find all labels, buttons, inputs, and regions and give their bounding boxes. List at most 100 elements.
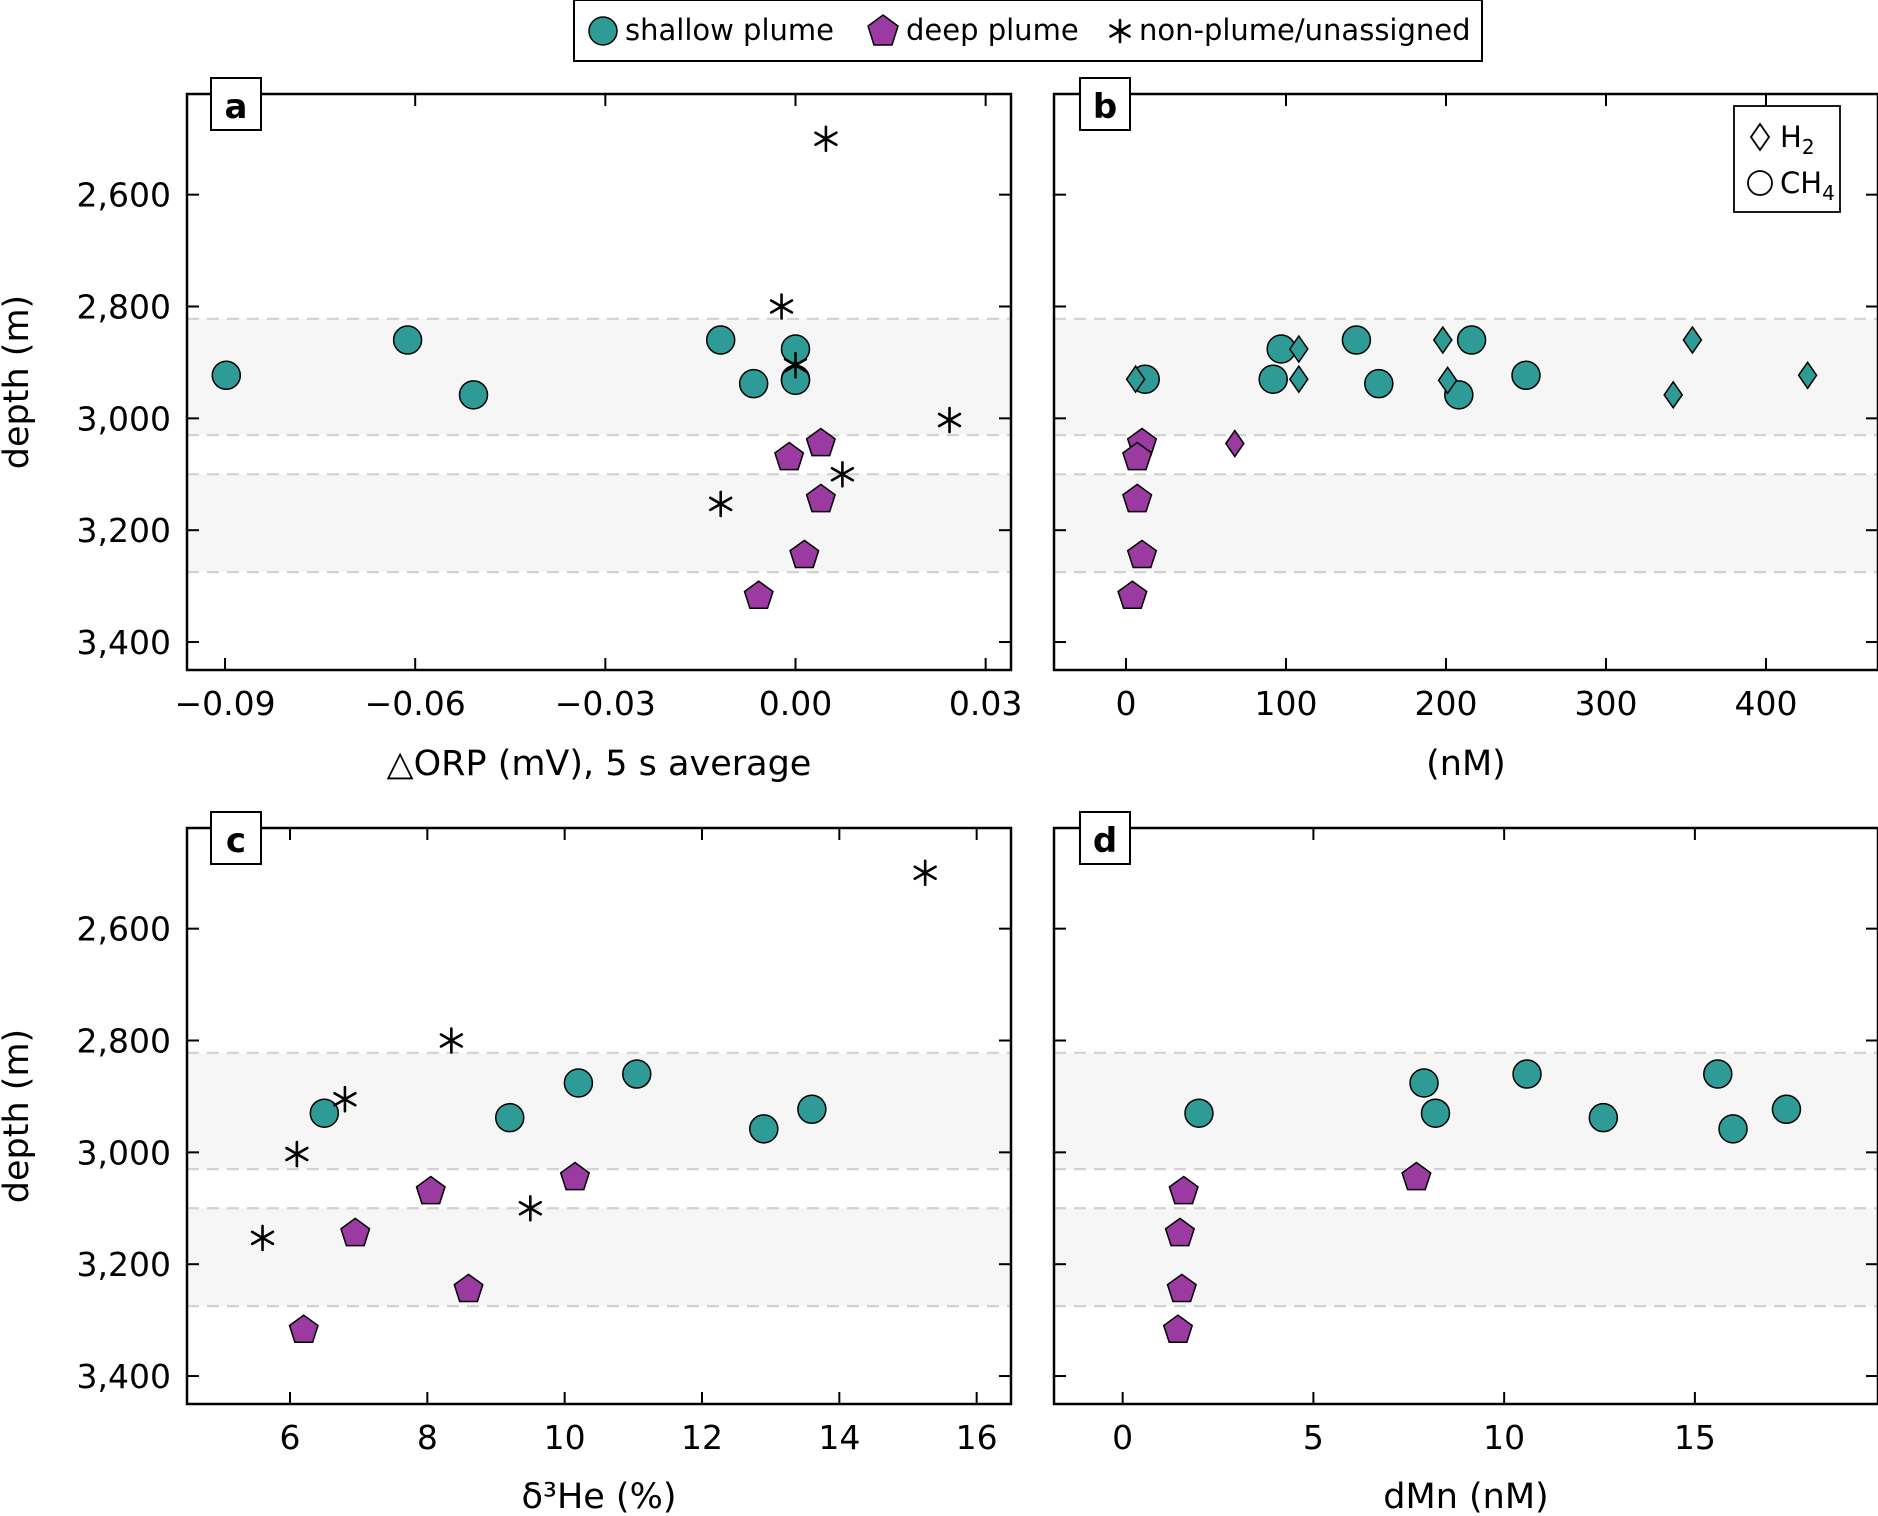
y-tick-label: 3,000 <box>77 399 171 438</box>
panel-c-ylabel: depth (m) <box>0 1029 37 1203</box>
point-non-plume-unassigned <box>285 1140 309 1168</box>
x-tick-label: 0 <box>1116 684 1137 723</box>
x-tick-label: −0.09 <box>174 684 275 723</box>
legend-label-deep-plume: deep plume <box>906 13 1079 47</box>
panel-b-points <box>1117 325 1818 610</box>
point-shallow-plume <box>563 1068 594 1098</box>
point-deep-plume <box>415 1175 446 1205</box>
x-tick-label: 14 <box>818 1418 860 1457</box>
point-deep-plume <box>743 580 774 610</box>
x-tick-label: −0.06 <box>365 684 466 723</box>
point-deep-plume <box>559 1161 591 1191</box>
point-non-plume-unassigned <box>783 351 808 379</box>
panel-c-xlabel: δ³He (%) <box>522 1477 677 1516</box>
x-tick-label: 5 <box>1303 1418 1324 1457</box>
point-deep-plume <box>340 1217 371 1247</box>
point-shallow-plume-ch4 <box>1364 368 1394 399</box>
point-deep-plume-ch4 <box>1126 539 1158 569</box>
legend-label-shallow-plume: shallow plume <box>625 13 834 47</box>
panel-b-marker-legend-frame <box>1733 105 1841 213</box>
legend: shallow plume deep plume non-plume/unass… <box>573 0 1483 62</box>
point-shallow-plume <box>1718 1114 1748 1144</box>
point-shallow-plume <box>211 360 242 391</box>
point-deep-plume <box>1401 1161 1432 1191</box>
y-tick-label: 2,800 <box>77 1022 171 1061</box>
point-shallow-plume <box>1184 1098 1214 1128</box>
panel-a-points <box>211 125 962 610</box>
point-shallow-plume <box>1409 1068 1439 1098</box>
legend-marker-non-plume <box>1109 18 1131 44</box>
x-tick-label: 0 <box>1112 1418 1133 1457</box>
panel-b-letter: b <box>1093 87 1117 127</box>
panel-c-letter-box <box>210 811 262 865</box>
point-deep-plume <box>453 1273 484 1303</box>
plume-band-1 <box>187 474 1011 573</box>
legend-label-non-plume: non-plume/unassigned <box>1139 13 1471 47</box>
panel-c-bands <box>187 1051 1011 1308</box>
point-shallow-plume-h2 <box>1437 366 1458 395</box>
panel-d-bands <box>1054 1051 1878 1308</box>
panel-c: 6 8 10 12 14 16 2,600 2,800 3,000 3,200 3,400 c δ³… <box>0 811 1013 1516</box>
panel-b: 0 100 200 300 400 b (nM) H2 CH4 <box>1052 77 1878 784</box>
legend-frame <box>573 0 1483 62</box>
panel-c-ticks: 6 8 10 12 14 16 2,600 2,800 3,000 3,200 3,400 <box>77 828 1011 1457</box>
x-tick-label: 8 <box>417 1418 438 1457</box>
x-tick-label: 12 <box>681 1418 723 1457</box>
panel-b-frame <box>1052 92 1878 672</box>
x-tick-label: 200 <box>1415 684 1478 723</box>
panel-d-points <box>1162 1059 1802 1344</box>
point-shallow-plume-h2 <box>1797 360 1818 390</box>
panel-b-xlabel: (nM) <box>1426 744 1506 784</box>
x-tick-label: 16 <box>956 1418 998 1457</box>
point-shallow-plume <box>458 380 489 410</box>
plume-band-1 <box>187 1208 1011 1307</box>
panel-a-ticks: −0.09 −0.06 −0.03 0.00 0.03 2,600 2,800 3,000 3,… <box>77 94 1022 723</box>
point-shallow-plume <box>749 1114 779 1144</box>
x-tick-label: 10 <box>1483 1418 1525 1457</box>
point-deep-plume <box>288 1314 319 1344</box>
y-tick-label: 3,400 <box>77 1357 171 1396</box>
point-deep-plume-ch4 <box>1122 441 1153 471</box>
point-shallow-plume <box>1588 1102 1619 1133</box>
point-non-plume-unassigned <box>333 1085 357 1113</box>
point-shallow-plume-ch4 <box>1258 364 1288 394</box>
y-tick-label: 2,600 <box>77 176 171 215</box>
panel-d-frame <box>1052 826 1878 1406</box>
point-deep-plume <box>774 441 805 471</box>
panel-a-frame <box>185 92 1013 672</box>
x-tick-label: 0.00 <box>759 684 832 723</box>
point-shallow-plume-h2 <box>1288 364 1309 394</box>
y-tick-label: 3,200 <box>77 511 171 550</box>
x-tick-label: 10 <box>544 1418 586 1457</box>
point-deep-plume-h2 <box>1224 429 1245 458</box>
x-tick-label: −0.03 <box>555 684 656 723</box>
point-shallow-plume <box>1512 1059 1542 1089</box>
point-non-plume-unassigned <box>769 293 794 320</box>
y-tick-label: 2,600 <box>77 910 171 949</box>
panel-a-bands <box>187 317 1011 574</box>
panel-b-letter-box <box>1079 77 1131 131</box>
point-shallow-plume <box>392 325 423 355</box>
point-shallow-plume <box>494 1102 525 1133</box>
panel-d-letter-box <box>1079 811 1131 865</box>
panel-d-letter: d <box>1093 821 1117 861</box>
point-non-plume-unassigned <box>814 125 838 153</box>
point-deep-plume <box>805 427 836 457</box>
point-shallow-plume-ch4 <box>1456 325 1487 355</box>
point-shallow-plume <box>1420 1098 1451 1128</box>
panel-d-xlabel: dMn (nM) <box>1383 1477 1548 1516</box>
panel-d: 0 5 10 15 d dMn (nM) <box>1052 811 1878 1516</box>
point-deep-plume <box>1168 1175 1199 1205</box>
plume-band-1 <box>1054 474 1878 573</box>
plume-band-0 <box>1054 1052 1878 1170</box>
h2-diamond-icon <box>1749 122 1771 152</box>
y-tick-label: 3,000 <box>77 1133 171 1172</box>
panel-b-legend-ch4: CH4 <box>1780 166 1835 205</box>
x-tick-label: 15 <box>1674 1418 1716 1457</box>
point-non-plume-unassigned <box>709 490 733 518</box>
point-shallow-plume-ch4 <box>1341 325 1372 355</box>
point-shallow-plume <box>705 325 736 355</box>
y-tick-label: 3,200 <box>77 1245 171 1284</box>
point-shallow-plume-h2 <box>1682 325 1703 355</box>
